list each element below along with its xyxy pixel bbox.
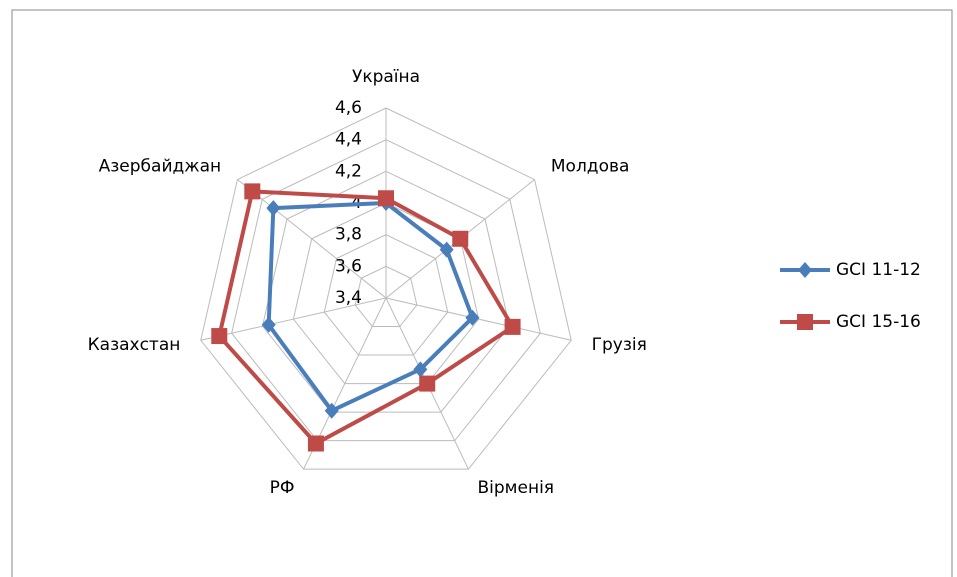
grid-ring <box>231 139 541 442</box>
marker <box>504 318 521 335</box>
category-label: РФ <box>270 478 295 498</box>
r-tick-label: 4,4 <box>335 130 362 150</box>
spoke <box>237 179 387 299</box>
spoke <box>200 297 387 341</box>
marker <box>244 183 261 200</box>
series-line <box>217 189 515 446</box>
r-tick-label: 4,2 <box>335 161 362 181</box>
spoke <box>385 297 572 341</box>
r-tick-label: 3,8 <box>335 225 362 245</box>
marker <box>261 316 276 333</box>
marker <box>413 361 428 378</box>
marker <box>211 328 228 345</box>
grid-ring <box>261 170 511 413</box>
category-label: Грузія <box>592 335 647 355</box>
series-line <box>266 201 475 413</box>
grid-ring <box>323 234 449 356</box>
marker <box>266 200 281 217</box>
marker <box>324 402 339 419</box>
marker <box>452 230 469 247</box>
chart-border <box>11 9 953 577</box>
marker <box>465 309 480 326</box>
category-label: Казахстан <box>88 335 181 355</box>
marker <box>797 314 813 330</box>
marker <box>307 435 324 452</box>
category-label: Україна <box>352 67 420 87</box>
category-label: Азербайджан <box>99 157 221 177</box>
marker <box>419 375 436 392</box>
r-tick-label: 4,6 <box>335 98 362 118</box>
marker <box>439 241 454 258</box>
legend-label: GCI 15-16 <box>836 312 921 332</box>
grid-ring <box>200 107 572 470</box>
r-tick-label: 3,6 <box>335 256 362 276</box>
category-label: Молдова <box>551 157 630 177</box>
grid-ring <box>354 265 418 328</box>
legend-label: GCI 11-12 <box>836 260 921 280</box>
category-label: Вірменія <box>478 478 555 498</box>
r-tick-label: 3,4 <box>335 288 362 308</box>
marker <box>378 190 394 207</box>
marker <box>798 262 812 278</box>
